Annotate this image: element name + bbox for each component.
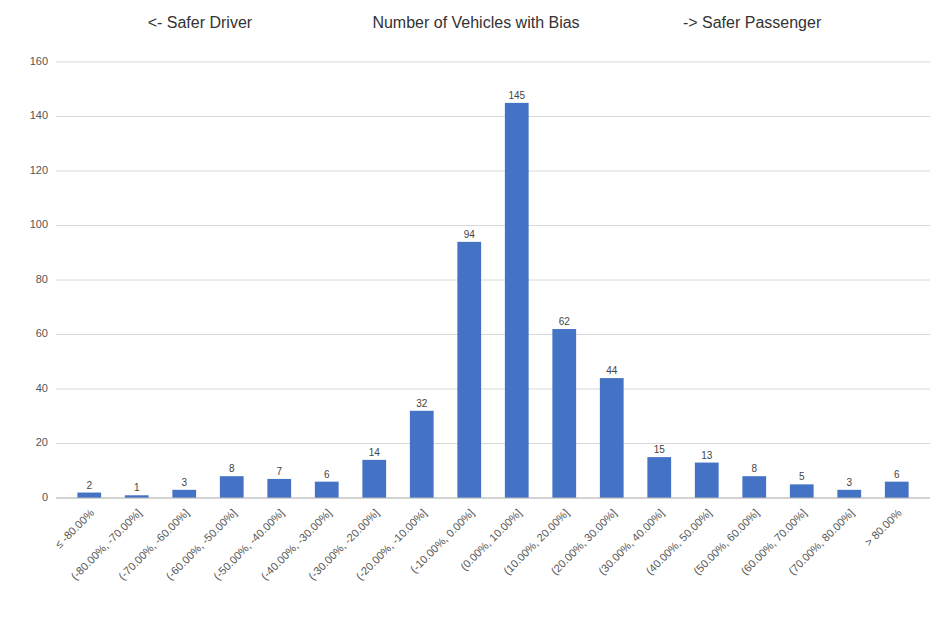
- bar: [790, 484, 814, 498]
- grid-line: [56, 225, 930, 226]
- grid-line: [56, 498, 930, 499]
- grid-line: [56, 443, 930, 444]
- data-label: 8: [751, 463, 757, 474]
- grid-line: [56, 389, 930, 390]
- bar: [315, 482, 339, 498]
- bar: [267, 479, 291, 498]
- bar: [600, 378, 624, 498]
- y-tick-label: 40: [36, 382, 48, 394]
- annotation: -> Safer Passenger: [683, 14, 822, 31]
- data-label: 13: [701, 450, 713, 461]
- data-label: 1: [134, 482, 140, 493]
- bar: [647, 457, 671, 498]
- data-label: 94: [464, 229, 476, 240]
- x-tick-label: (70.00%, 80.00%]: [786, 507, 856, 577]
- annotation: <- Safer Driver: [148, 14, 253, 31]
- bar: [837, 490, 861, 498]
- data-label: 5: [799, 471, 805, 482]
- data-label: 14: [369, 447, 381, 458]
- y-tick-label: 140: [30, 109, 48, 121]
- y-tick-label: 100: [30, 218, 48, 230]
- bar: [77, 493, 101, 498]
- y-tick-label: 20: [36, 436, 48, 448]
- x-tick-label: > 80.00%: [862, 506, 904, 548]
- data-label: 6: [894, 469, 900, 480]
- data-label: 6: [324, 469, 330, 480]
- bar: [410, 411, 434, 498]
- data-label: 2: [86, 480, 92, 491]
- x-axis-line: [56, 498, 930, 499]
- data-label: 15: [654, 444, 666, 455]
- data-labels: 213876143294145624415138536: [86, 90, 900, 493]
- x-axis: ≤ -80.00%(-80.00%, -70.00%](-70.00%, -60…: [52, 506, 904, 582]
- chart: Number of Vehicles with Bias <- Safer Dri…: [0, 0, 952, 626]
- x-tick-label: ≤ -80.00%: [52, 506, 96, 550]
- y-tick-label: 0: [42, 491, 48, 503]
- data-label: 44: [606, 365, 618, 376]
- bar: [220, 476, 244, 498]
- bar: [172, 490, 196, 498]
- bar: [505, 103, 529, 498]
- bar: [457, 242, 481, 498]
- bar: [742, 476, 766, 498]
- bars: [77, 103, 908, 498]
- data-label: 8: [229, 463, 235, 474]
- bar: [552, 329, 576, 498]
- grid-line: [56, 116, 930, 117]
- grid-line: [56, 280, 930, 281]
- y-axis: 0 20 40 60 80 100 120 140 160: [30, 55, 48, 503]
- data-label: 3: [181, 477, 187, 488]
- bar: [362, 460, 386, 498]
- title: Number of Vehicles with Bias: [372, 14, 579, 31]
- data-label: 7: [276, 466, 282, 477]
- y-tick-label: 160: [30, 55, 48, 67]
- y-tick-label: 80: [36, 273, 48, 285]
- grid-line: [56, 334, 930, 335]
- y-tick-label: 60: [36, 327, 48, 339]
- bar: [695, 463, 719, 498]
- data-label: 145: [508, 90, 525, 101]
- grid-line: [56, 171, 930, 172]
- data-label: 62: [559, 316, 571, 327]
- grid: [56, 62, 930, 498]
- bar: [885, 482, 909, 498]
- y-tick-label: 120: [30, 164, 48, 176]
- data-label: 3: [846, 477, 852, 488]
- data-label: 32: [416, 398, 428, 409]
- grid-line: [56, 62, 930, 63]
